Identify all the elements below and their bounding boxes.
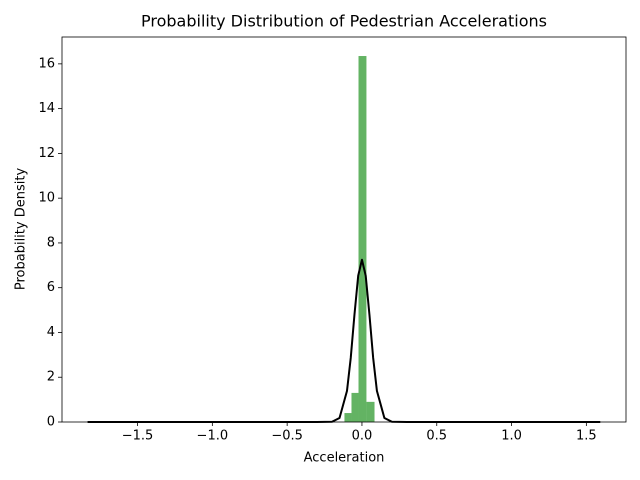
y-axis-label: Probability Density — [14, 168, 29, 291]
x-tick-label: −0.5 — [271, 429, 303, 444]
y-tick-label: 4 — [47, 325, 55, 340]
fit-line — [87, 258, 601, 423]
x-tick-label: 0.5 — [426, 429, 447, 444]
histogram-bar — [358, 56, 367, 423]
x-tick-label: 1.5 — [576, 429, 597, 444]
x-tick-label: −1.0 — [197, 429, 229, 444]
x-axis-label: Acceleration — [304, 451, 385, 466]
y-tick-label: 2 — [47, 370, 55, 385]
y-tick-label: 12 — [38, 146, 55, 161]
y-tick-label: 16 — [38, 56, 55, 71]
y-tick-label: 0 — [47, 415, 55, 430]
y-tick-label: 8 — [47, 235, 55, 250]
plot-frame — [61, 36, 627, 423]
y-tick-label: 10 — [38, 191, 55, 206]
chart-title: Probability Distribution of Pedestrian A… — [141, 12, 547, 31]
histogram-bar — [344, 413, 352, 422]
histogram-bar — [351, 392, 359, 422]
histogram-bar — [366, 401, 375, 422]
x-tick-label: 0.0 — [352, 429, 373, 444]
y-tick-label: 6 — [47, 280, 55, 295]
x-tick-label: −1.5 — [122, 429, 154, 444]
y-tick-label: 14 — [38, 101, 55, 116]
x-tick-label: 1.0 — [501, 429, 522, 444]
